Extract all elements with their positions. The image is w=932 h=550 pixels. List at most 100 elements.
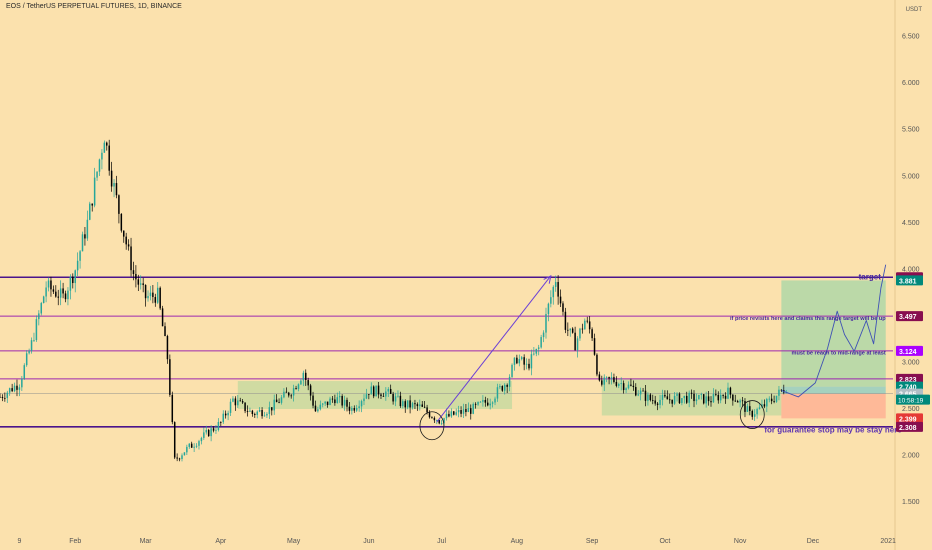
candle-body	[380, 394, 382, 396]
candle-body	[736, 401, 739, 403]
candle-body	[42, 296, 45, 304]
candle-body	[685, 395, 688, 403]
candles	[0, 139, 787, 462]
candle-body	[62, 288, 64, 294]
candle-body	[305, 372, 307, 381]
candle-body	[363, 398, 365, 402]
candle-body	[455, 412, 457, 415]
candle-body	[406, 400, 409, 408]
candle-body	[419, 404, 421, 407]
candle-body	[644, 390, 647, 401]
candle-body	[207, 429, 210, 437]
annotation-text: if price revisits here and claims this r…	[730, 316, 886, 322]
candle-body	[705, 396, 707, 404]
candle-body	[593, 338, 596, 355]
candle-body	[178, 458, 181, 460]
candle-body	[661, 394, 664, 400]
candle-body	[710, 401, 712, 403]
x-tick-label: Jun	[363, 538, 374, 545]
candle-body	[436, 420, 438, 421]
candle-body	[773, 401, 775, 402]
annotation-text: must be reach to mid-range at least	[792, 351, 886, 357]
candle-body	[688, 392, 690, 403]
y-tick-label: 5.000	[902, 173, 920, 180]
candle-body	[729, 387, 732, 395]
candle-body	[448, 413, 450, 417]
candle-body	[552, 286, 555, 298]
x-tick-label: Apr	[215, 538, 227, 545]
candle-body	[382, 395, 385, 397]
candle-body	[74, 270, 76, 284]
candle-body	[474, 403, 477, 405]
candle-body	[266, 413, 268, 416]
candle-body	[605, 376, 608, 378]
price-label-text: 3.124	[899, 349, 917, 356]
candle-body	[89, 203, 91, 220]
x-tick-label: 9	[17, 538, 21, 545]
highlight-circle	[739, 400, 765, 429]
candle-body	[632, 385, 635, 388]
candle-body	[193, 446, 195, 448]
candle-body	[491, 402, 494, 404]
candle-body	[268, 407, 271, 414]
candle-body	[278, 402, 280, 403]
y-tick-label: 2.000	[902, 453, 920, 460]
candle-body	[307, 380, 309, 386]
candle-body	[586, 320, 588, 322]
x-tick-label: Mar	[140, 538, 153, 545]
candle-body	[86, 219, 89, 239]
candle-body	[244, 402, 246, 412]
candle-body	[656, 403, 659, 405]
x-tick-label: 2021	[880, 538, 896, 545]
candle-body	[535, 348, 538, 354]
price-label-text: 2.308	[899, 425, 917, 432]
candle-body	[610, 377, 613, 379]
candle-body	[741, 400, 744, 402]
candle-body	[676, 393, 678, 396]
candle-body	[399, 395, 402, 407]
candle-body	[712, 394, 715, 403]
candle-body	[81, 234, 84, 252]
candle-body	[542, 332, 545, 338]
candle-body	[239, 400, 241, 402]
x-tick-label: Feb	[69, 538, 81, 545]
candle-body	[28, 351, 30, 354]
candle-body	[559, 296, 562, 304]
candle-body	[778, 389, 780, 396]
candle-body	[770, 398, 773, 402]
countdown-text: 10:58:19	[898, 398, 924, 405]
candle-body	[637, 394, 639, 396]
candle-body	[649, 394, 652, 401]
candle-body	[59, 288, 62, 298]
candle-body	[317, 409, 319, 412]
candle-body	[668, 399, 671, 401]
candle-body	[135, 274, 137, 280]
candle-body	[598, 374, 601, 381]
candle-body	[567, 329, 569, 331]
candle-body	[137, 279, 140, 285]
candle-body	[203, 432, 205, 438]
y-tick-label: 5.500	[902, 127, 920, 134]
candle-body	[152, 292, 154, 298]
candle-body	[334, 399, 336, 404]
candle-body	[571, 328, 574, 333]
candle-body	[462, 409, 465, 414]
candle-body	[125, 236, 127, 245]
candle-body	[596, 354, 598, 375]
candle-body	[229, 401, 232, 413]
candle-body	[520, 357, 523, 360]
candle-body	[210, 428, 212, 437]
candle-body	[215, 429, 217, 431]
candle-body	[346, 399, 348, 407]
candle-body	[775, 395, 778, 402]
candle-body	[562, 303, 564, 312]
candle-body	[445, 413, 448, 419]
candle-body	[30, 340, 33, 352]
candle-body	[156, 287, 159, 303]
candle-body	[353, 408, 356, 411]
chart-title: EOS / TetherUS PERPETUAL FUTURES, 1D, BI…	[6, 3, 182, 10]
candle-body	[149, 292, 152, 297]
candle-body	[724, 395, 727, 399]
candle-body	[732, 394, 734, 401]
